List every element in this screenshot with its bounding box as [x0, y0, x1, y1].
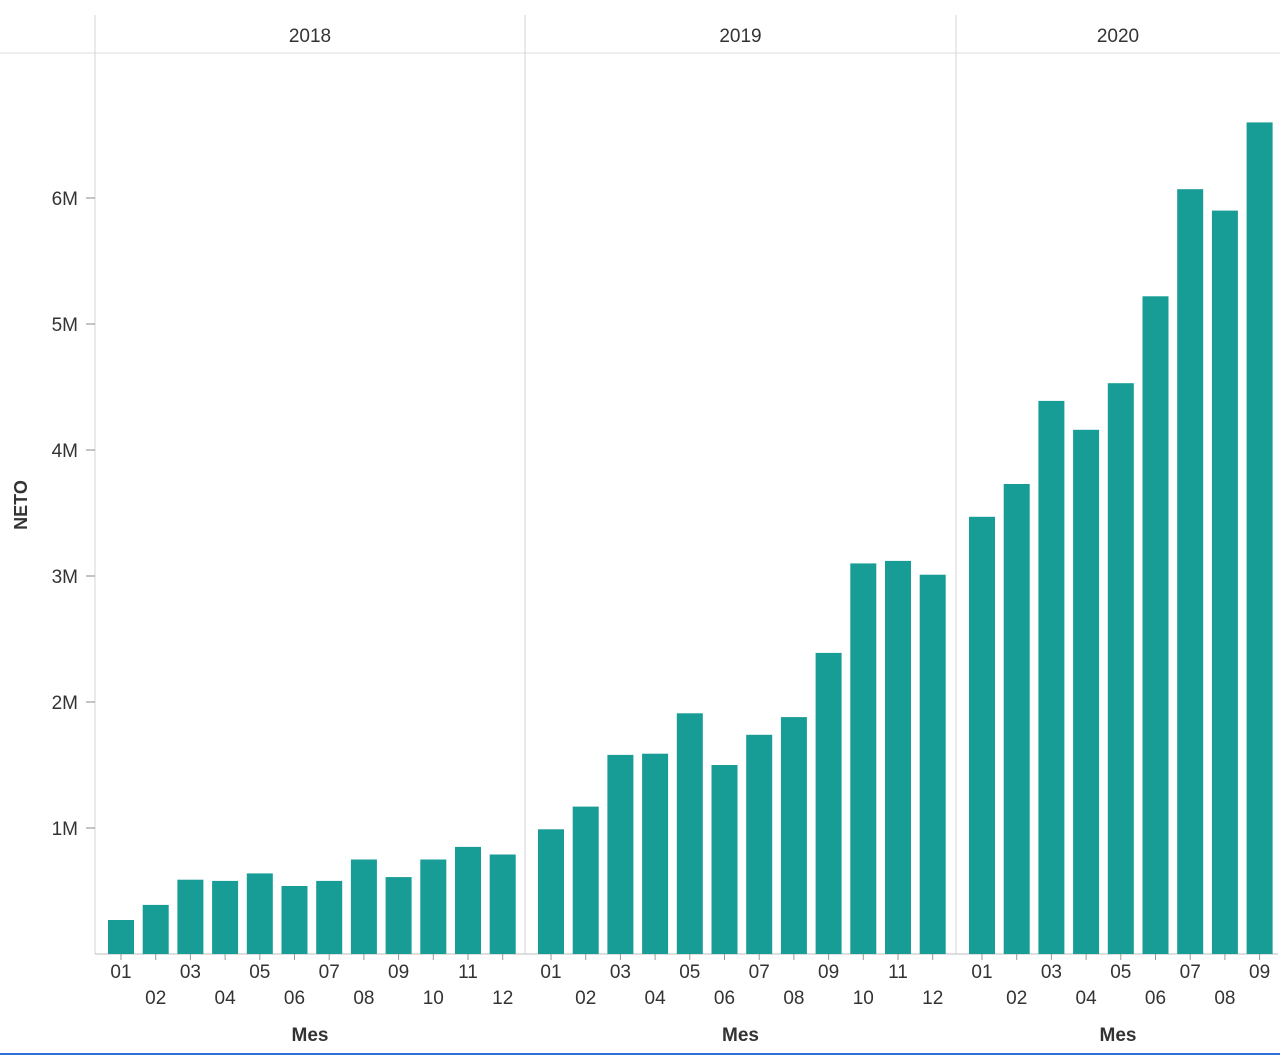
x-tick-label: 12 — [922, 988, 943, 1009]
x-tick-label: 07 — [1180, 962, 1201, 983]
panel-header-2019: 2019 — [719, 26, 761, 47]
x-tick-label: 06 — [1145, 988, 1166, 1009]
x-tick-label: 01 — [540, 962, 561, 983]
bar-2019-04 — [642, 753, 669, 954]
x-tick-label: 11 — [458, 962, 478, 983]
bar-2018-11 — [455, 846, 481, 954]
bar-2018-10 — [420, 859, 447, 954]
x-tick-label: 07 — [319, 962, 340, 983]
bar-2019-01 — [538, 829, 564, 954]
bar-2019-08 — [780, 717, 807, 954]
bar-2020-03 — [1038, 400, 1065, 954]
bar-2019-07 — [746, 734, 773, 954]
y-axis-title: NETO — [11, 480, 31, 530]
x-tick-label: 02 — [1006, 988, 1027, 1009]
x-tick-label: 08 — [783, 988, 804, 1009]
bar-2019-03 — [607, 754, 634, 954]
x-tick-label: 09 — [388, 962, 409, 983]
x-tick-label: 08 — [353, 988, 374, 1009]
x-tick-label: 04 — [215, 988, 237, 1009]
y-tick-label: 6M — [52, 189, 78, 210]
x-tick-label: 06 — [714, 988, 735, 1009]
x-axis-title: Mes — [722, 1025, 759, 1046]
bar-2018-02 — [142, 904, 169, 954]
x-tick-label: 03 — [1041, 962, 1062, 983]
bar-2019-06 — [711, 765, 738, 954]
panel-header-2018: 2018 — [289, 26, 331, 47]
x-tick-label: 10 — [853, 988, 874, 1009]
x-tick-label: 05 — [249, 962, 270, 983]
x-tick-label: 08 — [1214, 988, 1235, 1009]
bar-2019-05 — [676, 713, 703, 954]
y-axis: 1M 2M 3M 4M 5M 6M — [52, 189, 95, 840]
bar-2019-09 — [815, 652, 842, 954]
y-tick-label: 3M — [52, 567, 78, 588]
bars — [108, 122, 1273, 955]
bar-2020-05 — [1107, 383, 1134, 954]
x-tick-label: 09 — [1249, 962, 1270, 983]
x-tick-label: 01 — [110, 962, 131, 983]
x-tick-label: 02 — [575, 988, 596, 1009]
x-axis-title: Mes — [1100, 1025, 1137, 1046]
focus-border — [0, 1053, 1280, 1055]
x-tick-label: 03 — [180, 962, 201, 983]
panel-header-2020: 2020 — [1097, 26, 1139, 47]
bar-2020-06 — [1142, 296, 1169, 954]
x-tick-label: 04 — [645, 988, 667, 1009]
x-tick-label: 10 — [423, 988, 444, 1009]
bar-2020-07 — [1177, 189, 1204, 954]
y-tick-label: 2M — [52, 693, 78, 714]
bar-2020-01 — [969, 516, 995, 954]
x-axis: 01 02 03 04 05 06 07 08 09 10 11 12 Mes 01 02 03 04 05 06 0… — [110, 954, 1270, 1046]
y-tick-label: 4M — [52, 441, 78, 462]
x-tick-label: 02 — [145, 988, 166, 1009]
bar-2019-11 — [885, 560, 911, 954]
panel-headers: 2018 2019 2020 — [289, 26, 1139, 47]
bar-2019-10 — [850, 563, 877, 954]
bar-2020-02 — [1003, 484, 1030, 954]
x-tick-label: 07 — [749, 962, 770, 983]
bar-2019-02 — [572, 806, 599, 954]
x-tick-label: 12 — [492, 988, 513, 1009]
x-tick-label: 03 — [610, 962, 631, 983]
x-tick-label: 05 — [679, 962, 700, 983]
y-tick-label: 1M — [52, 819, 78, 840]
x-axis-title: Mes — [292, 1025, 329, 1046]
x-tick-label: 11 — [888, 962, 908, 983]
bar-2018-03 — [177, 879, 204, 954]
bar-2018-06 — [281, 886, 308, 954]
bar-2020-08 — [1211, 210, 1238, 955]
x-tick-label: 01 — [971, 962, 992, 983]
x-tick-label: 09 — [818, 962, 839, 983]
x-tick-label: 05 — [1110, 962, 1131, 983]
y-tick-label: 5M — [52, 315, 78, 336]
bar-2018-04 — [212, 880, 239, 954]
bar-2018-07 — [316, 880, 343, 954]
bar-2018-01 — [108, 920, 134, 954]
bar-2018-12 — [489, 854, 516, 954]
x-tick-label: 04 — [1076, 988, 1098, 1009]
bar-2018-09 — [385, 877, 412, 954]
bar-2020-04 — [1073, 429, 1100, 954]
bar-2018-05 — [246, 873, 273, 954]
bar-2018-08 — [350, 859, 377, 954]
x-tick-label: 06 — [284, 988, 305, 1009]
bar-2019-12 — [919, 574, 946, 954]
bar-2020-09 — [1246, 122, 1273, 954]
